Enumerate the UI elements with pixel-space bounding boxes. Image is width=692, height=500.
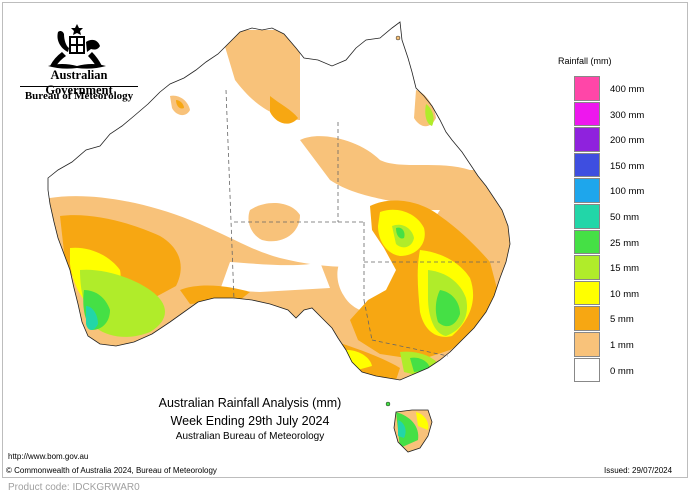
legend-swatch xyxy=(574,255,600,280)
legend-swatch xyxy=(574,229,600,255)
coat-of-arms-icon xyxy=(48,24,106,69)
legend-label: 0 mm xyxy=(610,365,634,377)
legend-label: 100 mm xyxy=(610,186,645,198)
government-logo: Australian Government Bureau of Meteorol… xyxy=(14,18,144,108)
map-source: Australian Bureau of Meteorology xyxy=(175,431,325,442)
legend-label: 400 mm xyxy=(610,84,645,95)
legend-label: 5 mm xyxy=(610,314,634,326)
legend-swatch xyxy=(574,127,600,152)
copyright-text: © Commonwealth of Australia 2024, Bureau… xyxy=(6,466,217,475)
map-title: Australian Rainfall Analysis (mm) xyxy=(158,396,342,410)
legend-swatch xyxy=(574,306,600,331)
legend-label: 25 mm xyxy=(610,237,640,249)
legend-title: Rainfall (mm) xyxy=(558,56,612,66)
logo-divider xyxy=(20,86,138,87)
legend-label: 150 mm xyxy=(610,160,645,172)
legend-swatch xyxy=(574,152,600,178)
legend-swatch xyxy=(574,280,600,306)
bom-url[interactable]: http://www.bom.gov.au xyxy=(8,452,89,461)
product-code: Product code: IDCKGRWAR0 xyxy=(8,482,140,493)
legend-label: 200 mm xyxy=(610,135,645,147)
map-period: Week Ending 29th July 2024 xyxy=(170,414,330,428)
legend-label: 1 mm xyxy=(610,340,634,351)
legend-label: 10 mm xyxy=(610,288,640,300)
rainfall-map xyxy=(47,21,511,453)
legend-label: 300 mm xyxy=(610,109,645,121)
legend-swatch xyxy=(574,178,600,203)
legend-swatch xyxy=(574,76,600,101)
legend-swatch xyxy=(574,101,600,127)
bureau-name: Bureau of Meteorology xyxy=(24,90,134,102)
legend-swatch xyxy=(574,357,600,383)
legend-swatch xyxy=(574,204,600,229)
map-caption: Australian Rainfall Analysis (mm) Week E… xyxy=(130,396,370,442)
legend-label: 15 mm xyxy=(610,263,640,275)
issued-date: Issued: 29/07/2024 xyxy=(604,466,673,475)
legend-swatch xyxy=(574,332,600,357)
legend-label: 50 mm xyxy=(610,212,640,223)
